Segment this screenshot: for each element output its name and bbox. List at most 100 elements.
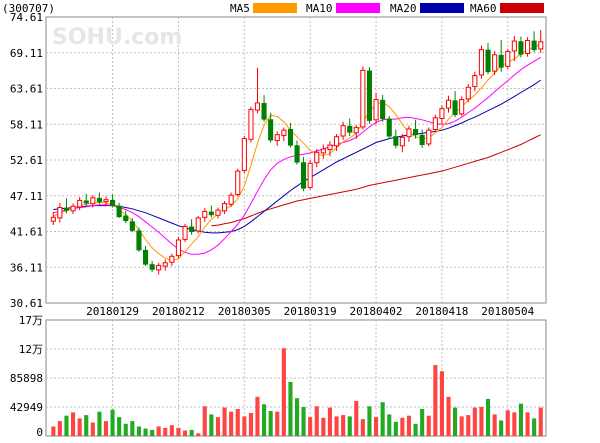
candle-body (202, 210, 208, 218)
volume-bar (90, 422, 95, 436)
candle (439, 105, 445, 124)
candle (393, 129, 399, 149)
volume-bar (275, 411, 280, 436)
volume-bar (117, 417, 122, 436)
volume-bar (387, 414, 392, 436)
volume-bar (341, 415, 346, 436)
volume-bar (380, 402, 385, 436)
candle (334, 134, 340, 151)
candle (228, 192, 234, 207)
candle (162, 259, 168, 271)
volume-bar (215, 417, 220, 436)
candle-body (525, 40, 531, 54)
volume-bar (136, 426, 141, 436)
candle (452, 91, 458, 118)
volume-bar (255, 396, 260, 436)
candle (274, 131, 280, 146)
volume-tick-label: 12万 (19, 343, 43, 356)
volume-bar (446, 396, 451, 436)
candle-body (123, 215, 129, 222)
volume-bar (505, 410, 510, 436)
candle-body (70, 205, 76, 212)
candle (347, 118, 353, 137)
volume-bar (242, 416, 247, 436)
volume-bar (492, 414, 497, 436)
volume-bar (525, 412, 530, 436)
candle (222, 201, 228, 215)
volume-bar (532, 418, 537, 436)
volume-bar (156, 426, 161, 436)
legend-label: MA60 (470, 2, 497, 15)
date-tick-label: 20180129 (86, 305, 139, 318)
watermark: SOHU.com (52, 25, 182, 50)
volume-bar (189, 429, 194, 436)
candle (327, 141, 333, 157)
candle (169, 253, 175, 267)
candle (129, 217, 135, 233)
candle-body (156, 264, 162, 271)
volume-tick-label: 0 (36, 426, 43, 439)
volume-bar (354, 400, 359, 436)
volume-bar (169, 425, 174, 436)
candle (70, 203, 76, 215)
candle (465, 84, 471, 103)
volume-bar (84, 415, 89, 436)
candle-body (334, 136, 340, 147)
candle-body (83, 200, 89, 204)
candle (386, 115, 392, 140)
legend-label: MA5 (230, 2, 250, 15)
price-tick-label: 69.11 (10, 47, 43, 60)
volume-bar (400, 417, 405, 436)
candle (136, 227, 142, 252)
candle-body (254, 102, 260, 111)
candle-body (366, 70, 372, 121)
candle-body (485, 49, 491, 73)
candle-body (301, 162, 307, 189)
candle (485, 43, 491, 75)
candle (261, 95, 267, 122)
candle-body (426, 129, 432, 145)
ma20-line (53, 79, 541, 234)
candle (215, 207, 221, 219)
candle-body (215, 209, 221, 216)
candle (143, 245, 149, 267)
date-tick-label: 20180212 (152, 305, 205, 318)
volume-bar (518, 403, 523, 436)
candle-body (518, 41, 524, 55)
candle (189, 219, 195, 235)
candle-body (432, 117, 438, 131)
candle (123, 210, 129, 224)
candle (498, 39, 504, 72)
candle (103, 196, 109, 207)
volume-bar (367, 406, 372, 436)
legend-label: MA20 (390, 2, 417, 15)
candle-body (241, 138, 247, 171)
candle (182, 223, 188, 242)
candle (208, 205, 214, 218)
volume-bar (183, 430, 188, 436)
candle-body (498, 54, 504, 68)
candle (459, 96, 465, 116)
candle-body (393, 136, 399, 146)
volume-bar (327, 407, 332, 436)
price-tick-label: 41.61 (10, 226, 43, 239)
volume-tick-label: 42949 (10, 401, 43, 414)
candle-body (472, 75, 478, 88)
price-tick-label: 63.61 (10, 83, 43, 96)
candle (406, 125, 412, 142)
candle (366, 67, 372, 124)
volume-bar (406, 415, 411, 436)
candle (235, 168, 241, 197)
price-tick-label: 30.61 (10, 297, 43, 310)
candle-body (235, 170, 241, 196)
volume-bar (374, 417, 379, 436)
legend-label: MA10 (306, 2, 333, 15)
price-tick-label: 36.11 (10, 261, 43, 274)
candle-body (175, 239, 181, 257)
volume-bar (512, 412, 517, 436)
volume-bar (301, 407, 306, 436)
candle (110, 194, 116, 208)
candle (175, 236, 181, 259)
volume-bar (360, 419, 365, 436)
